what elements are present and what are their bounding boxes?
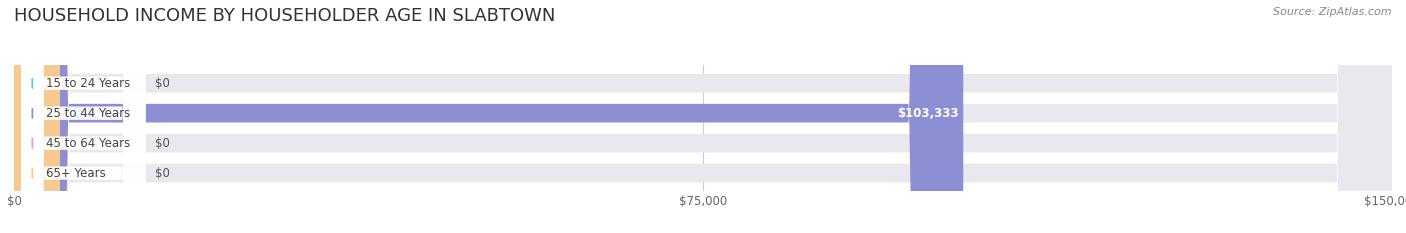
Text: $0: $0 xyxy=(155,167,170,180)
FancyBboxPatch shape xyxy=(14,0,60,233)
FancyBboxPatch shape xyxy=(21,0,145,233)
FancyBboxPatch shape xyxy=(21,0,145,233)
Text: 45 to 64 Years: 45 to 64 Years xyxy=(46,137,131,150)
Text: $103,333: $103,333 xyxy=(897,107,959,120)
FancyBboxPatch shape xyxy=(14,0,60,233)
Text: $0: $0 xyxy=(155,77,170,90)
Text: 65+ Years: 65+ Years xyxy=(46,167,105,180)
FancyBboxPatch shape xyxy=(14,0,1392,233)
FancyBboxPatch shape xyxy=(14,0,1392,233)
Text: 15 to 24 Years: 15 to 24 Years xyxy=(46,77,131,90)
Text: Source: ZipAtlas.com: Source: ZipAtlas.com xyxy=(1274,7,1392,17)
FancyBboxPatch shape xyxy=(14,0,60,233)
FancyBboxPatch shape xyxy=(14,0,963,233)
Text: 25 to 44 Years: 25 to 44 Years xyxy=(46,107,131,120)
Text: HOUSEHOLD INCOME BY HOUSEHOLDER AGE IN SLABTOWN: HOUSEHOLD INCOME BY HOUSEHOLDER AGE IN S… xyxy=(14,7,555,25)
FancyBboxPatch shape xyxy=(14,0,1392,233)
Text: $0: $0 xyxy=(155,137,170,150)
FancyBboxPatch shape xyxy=(21,0,145,233)
FancyBboxPatch shape xyxy=(21,0,145,233)
FancyBboxPatch shape xyxy=(14,0,1392,233)
